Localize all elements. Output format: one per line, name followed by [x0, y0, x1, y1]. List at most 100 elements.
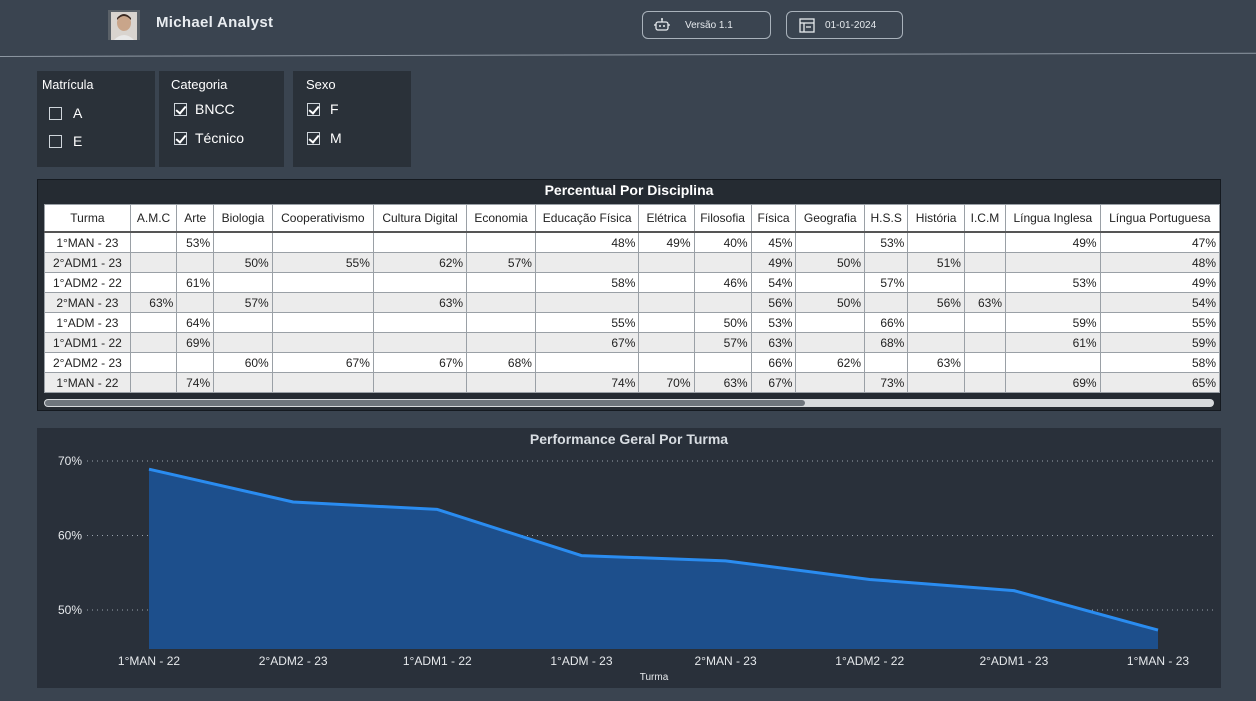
column-header[interactable]: Turma	[44, 204, 131, 233]
table-cell	[1005, 352, 1101, 373]
table-row[interactable]: 1°ADM1 - 22 69% 67% 57% 63% 68% 61% 59%	[44, 332, 1221, 353]
table-cell	[638, 272, 695, 293]
table-cell	[534, 252, 640, 273]
table-cell	[907, 312, 965, 333]
table-cell: 68%	[466, 352, 536, 373]
slicer-option-m[interactable]: M	[307, 130, 342, 146]
x-tick-label: 2°ADM1 - 23	[979, 654, 1048, 668]
horizontal-scrollbar[interactable]	[44, 399, 1214, 407]
row-header-cell: 1°MAN - 23	[44, 231, 131, 253]
table-cell: 46%	[693, 272, 752, 293]
table-cell	[638, 352, 695, 373]
column-header[interactable]: Física	[750, 204, 797, 233]
slicer-option-f[interactable]: F	[307, 101, 339, 117]
checkbox-checked[interactable]	[174, 102, 187, 116]
data-point[interactable]	[867, 576, 873, 582]
slicer-option-a[interactable]: A	[49, 105, 82, 121]
option-label: A	[73, 105, 83, 121]
table-row[interactable]: 1°MAN - 22 74% 74% 70% 63% 67% 73% 69% 65%	[44, 372, 1221, 393]
column-header[interactable]: História	[907, 204, 965, 233]
data-point[interactable]	[1011, 588, 1017, 594]
table-cell: 50%	[795, 252, 865, 273]
table-cell	[372, 272, 468, 293]
table-cell	[795, 231, 865, 253]
table-cell	[213, 332, 273, 353]
checkbox[interactable]	[49, 134, 62, 148]
column-header[interactable]: Língua Portuguesa	[1099, 204, 1221, 233]
column-header[interactable]: Língua Inglesa	[1005, 204, 1101, 233]
version-button[interactable]: Versão 1.1	[642, 11, 771, 39]
table-cell	[129, 372, 178, 393]
x-tick-label: 1°MAN - 23	[1127, 654, 1189, 668]
table-cell: 69%	[176, 332, 215, 353]
column-header[interactable]: Economia	[466, 204, 536, 233]
table-cell	[907, 231, 965, 253]
user-name: Michael Analyst	[156, 14, 274, 31]
table-cell: 69%	[1005, 372, 1101, 393]
data-point[interactable]	[1155, 627, 1161, 633]
table-row[interactable]: 1°MAN - 23 53% 48% 49% 40% 45% 53% 49% 47%	[44, 231, 1221, 253]
date-button[interactable]: 01-01-2024	[786, 11, 903, 39]
y-tick-label: 60%	[58, 529, 82, 543]
checkbox[interactable]	[49, 106, 62, 120]
table-row[interactable]: 1°ADM2 - 22 61% 58% 46% 54% 57% 53% 49%	[44, 272, 1221, 293]
table-cell	[271, 312, 374, 333]
table-cell: 49%	[750, 252, 797, 273]
checkbox-checked[interactable]	[174, 131, 187, 145]
table-cell	[372, 372, 468, 393]
row-header-cell: 2°MAN - 23	[44, 292, 131, 313]
data-point[interactable]	[578, 553, 584, 559]
table-cell: 66%	[863, 312, 909, 333]
date-label: 01-01-2024	[825, 20, 877, 31]
column-header[interactable]: Cultura Digital	[372, 204, 468, 233]
table-cell: 55%	[1099, 312, 1221, 333]
table-cell	[213, 312, 273, 333]
table-cell	[1005, 252, 1101, 273]
column-header[interactable]: H.S.S	[863, 204, 909, 233]
table-row[interactable]: 1°ADM - 23 64% 55% 50% 53% 66% 59% 55%	[44, 312, 1221, 333]
data-point[interactable]	[290, 499, 296, 505]
table-cell: 48%	[534, 231, 640, 253]
table-cell	[693, 252, 752, 273]
data-point[interactable]	[723, 558, 729, 564]
column-header[interactable]: I.C.M	[963, 204, 1007, 233]
table-row[interactable]: 2°MAN - 23 63% 57% 63% 56% 50% 56% 63% 54%	[44, 292, 1221, 313]
data-point[interactable]	[434, 506, 440, 512]
column-header[interactable]: Filosofia	[693, 204, 752, 233]
slicer-title: Categoria	[171, 77, 228, 92]
x-tick-label: 2°ADM2 - 23	[259, 654, 328, 668]
table-cell	[795, 272, 865, 293]
row-header-cell: 1°ADM1 - 22	[44, 332, 131, 353]
column-header[interactable]: Cooperativismo	[271, 204, 374, 233]
option-label: Técnico	[195, 130, 245, 146]
column-header[interactable]: Educação Física	[534, 204, 640, 233]
table-cell: 50%	[693, 312, 752, 333]
slicer-option-bncc[interactable]: BNCC	[174, 101, 235, 117]
column-header[interactable]: Elétrica	[638, 204, 695, 233]
slicer-option-e[interactable]: E	[49, 133, 82, 149]
row-header-cell: 1°ADM - 23	[44, 312, 131, 333]
table-cell: 53%	[1005, 272, 1101, 293]
row-header-cell: 2°ADM2 - 23	[44, 352, 131, 373]
table-cell: 64%	[176, 312, 215, 333]
chart-title: Performance Geral Por Turma	[529, 431, 729, 447]
app-header: Michael Analyst Versão 1.1 01-01-2	[0, 0, 1256, 56]
scrollbar-thumb[interactable]	[45, 400, 805, 406]
table-row[interactable]: 2°ADM2 - 23 60% 67% 67% 68% 66% 62% 63% 58%	[44, 352, 1221, 373]
x-tick-label: 1°MAN - 22	[118, 654, 180, 668]
matrix-title: Percentual Por Disciplina	[544, 182, 714, 198]
table-cell: 56%	[750, 292, 797, 313]
data-point[interactable]	[146, 466, 152, 472]
table-row[interactable]: 2°ADM1 - 23 50% 55% 62% 57% 49% 50% 51% 48%	[44, 252, 1221, 273]
slicer-option-tecnico[interactable]: Técnico	[174, 130, 244, 146]
checkbox-checked[interactable]	[307, 102, 320, 116]
table-cell	[129, 252, 178, 273]
table-cell: 58%	[534, 272, 640, 293]
column-header[interactable]: Arte	[176, 204, 215, 233]
table-cell: 51%	[907, 252, 965, 273]
column-header[interactable]: Biologia	[213, 204, 273, 233]
table-cell: 56%	[907, 292, 965, 313]
column-header[interactable]: A.M.C	[129, 204, 178, 233]
column-header[interactable]: Geografia	[795, 204, 865, 233]
checkbox-checked[interactable]	[307, 131, 320, 145]
